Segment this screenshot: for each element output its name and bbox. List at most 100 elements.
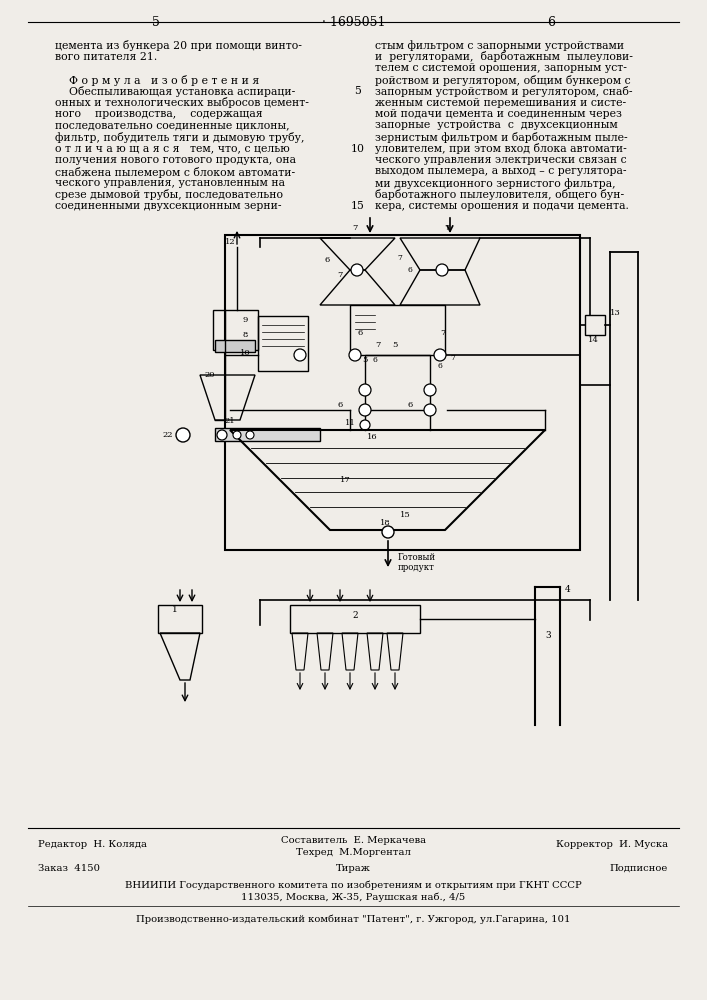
Text: 20: 20 — [205, 371, 215, 379]
Text: ного    производства,    содержащая: ного производства, содержащая — [55, 109, 262, 119]
Circle shape — [359, 404, 371, 416]
Text: ческого управления электрически связан с: ческого управления электрически связан с — [375, 155, 626, 165]
Text: 5: 5 — [151, 16, 160, 29]
Text: 7: 7 — [440, 329, 445, 337]
Text: получения нового готового продукта, она: получения нового готового продукта, она — [55, 155, 296, 165]
Text: 5: 5 — [355, 86, 361, 96]
Text: женным системой перемешивания и систе-: женным системой перемешивания и систе- — [375, 98, 626, 107]
Text: стым фильтром с запорными устройствами: стым фильтром с запорными устройствами — [375, 40, 624, 51]
Bar — [258, 316, 308, 371]
Text: соединенными двухсекционным зерни-: соединенными двухсекционным зерни- — [55, 201, 281, 211]
Circle shape — [217, 430, 227, 440]
Text: 6: 6 — [337, 401, 343, 409]
Text: снабжена пылемером с блоком автомати-: снабжена пылемером с блоком автомати- — [55, 166, 295, 178]
Circle shape — [424, 404, 436, 416]
Text: Составитель  Е. Меркачева: Составитель Е. Меркачева — [281, 836, 426, 845]
Text: 8: 8 — [243, 331, 247, 339]
Text: ми двухсекционного зернистого фильтра,: ми двухсекционного зернистого фильтра, — [375, 178, 616, 189]
Text: 113035, Москва, Ж-35, Раушская наб., 4/5: 113035, Москва, Ж-35, Раушская наб., 4/5 — [241, 892, 466, 902]
Text: 15: 15 — [399, 511, 410, 519]
Text: 5: 5 — [362, 356, 368, 364]
Text: Корректор  И. Муска: Корректор И. Муска — [556, 840, 668, 849]
Circle shape — [436, 264, 448, 276]
Text: 10: 10 — [351, 143, 365, 153]
Text: 6: 6 — [407, 401, 413, 409]
Text: Готовый: Готовый — [398, 554, 436, 562]
Circle shape — [360, 420, 370, 430]
Circle shape — [294, 349, 306, 361]
Text: 6: 6 — [438, 362, 443, 370]
Text: онных и технологических выбросов цемент-: онных и технологических выбросов цемент- — [55, 98, 309, 108]
Text: кера, системы орошения и подачи цемента.: кера, системы орошения и подачи цемента. — [375, 201, 629, 211]
Text: 21: 21 — [225, 417, 235, 425]
Bar — [215, 428, 320, 441]
Text: запорные  устройства  с  двухсекционным: запорные устройства с двухсекционным — [375, 120, 618, 130]
Text: ВНИИПИ Государственного комитета по изобретениям и открытиям при ГКНТ СССР: ВНИИПИ Государственного комитета по изоб… — [125, 880, 582, 890]
Text: цемента из бункера 20 при помощи винто-: цемента из бункера 20 при помощи винто- — [55, 40, 302, 51]
Text: 18: 18 — [380, 519, 390, 527]
Text: ческого управления, установленным на: ческого управления, установленным на — [55, 178, 285, 188]
Circle shape — [434, 349, 446, 361]
Bar — [213, 310, 258, 350]
Text: срезе дымовой трубы, последовательно: срезе дымовой трубы, последовательно — [55, 190, 283, 200]
Circle shape — [246, 431, 254, 439]
Text: и  регуляторами,  барботажным  пылеулови-: и регуляторами, барботажным пылеулови- — [375, 51, 633, 62]
Bar — [365, 355, 430, 410]
Text: Производственно-издательский комбинат "Патент", г. Ужгород, ул.Гагарина, 101: Производственно-издательский комбинат "П… — [136, 914, 571, 924]
Text: мой подачи цемента и соединенным через: мой подачи цемента и соединенным через — [375, 109, 622, 119]
Text: о т л и ч а ю щ а я с я   тем, что, с целью: о т л и ч а ю щ а я с я тем, что, с цель… — [55, 143, 290, 153]
Circle shape — [424, 384, 436, 396]
Circle shape — [349, 349, 361, 361]
Text: 6: 6 — [547, 16, 556, 29]
Bar — [158, 605, 202, 633]
Text: последовательно соединенные циклоны,: последовательно соединенные циклоны, — [55, 120, 290, 130]
Text: 15: 15 — [351, 201, 365, 211]
Text: уловителем, при этом вход блока автомати-: уловителем, при этом вход блока автомати… — [375, 143, 626, 154]
Bar — [290, 605, 420, 633]
Text: Заказ  4150: Заказ 4150 — [38, 864, 100, 873]
Text: Обеспыливающая установка аспираци-: Обеспыливающая установка аспираци- — [55, 86, 296, 97]
Text: 11: 11 — [344, 419, 356, 427]
Circle shape — [382, 526, 394, 538]
Text: 4: 4 — [565, 585, 571, 594]
Bar — [585, 315, 605, 335]
Text: Тираж: Тираж — [336, 864, 371, 873]
Text: 6: 6 — [357, 329, 363, 337]
Text: 9: 9 — [243, 316, 247, 324]
Text: 12: 12 — [225, 238, 235, 246]
Circle shape — [351, 264, 363, 276]
Circle shape — [176, 428, 190, 442]
Circle shape — [233, 431, 241, 439]
Text: Редактор  Н. Коляда: Редактор Н. Коляда — [38, 840, 147, 849]
Text: 7: 7 — [450, 354, 455, 362]
Text: 16: 16 — [367, 433, 378, 441]
Text: телем с системой орошения, запорным уст-: телем с системой орошения, запорным уст- — [375, 63, 627, 73]
Text: запорным устройством и регулятором, снаб-: запорным устройством и регулятором, снаб… — [375, 86, 633, 97]
Text: 7: 7 — [375, 341, 380, 349]
Text: 14: 14 — [588, 336, 598, 344]
Text: 17: 17 — [339, 476, 351, 484]
Text: Подписное: Подписное — [609, 864, 668, 873]
Text: вого питателя 21.: вого питателя 21. — [55, 51, 157, 62]
Text: 3: 3 — [545, 631, 551, 640]
Text: зернистым фильтром и барботажным пыле-: зернистым фильтром и барботажным пыле- — [375, 132, 628, 143]
Bar — [215, 340, 255, 352]
Bar — [225, 235, 580, 550]
Text: 7: 7 — [337, 271, 343, 279]
Text: 6: 6 — [373, 356, 378, 364]
Text: 7: 7 — [444, 224, 450, 232]
Text: 22: 22 — [163, 431, 173, 439]
Text: 7: 7 — [352, 224, 358, 232]
Text: ройством и регулятором, общим бункером с: ройством и регулятором, общим бункером с — [375, 75, 631, 86]
Text: 10: 10 — [240, 349, 250, 357]
Text: барботажного пылеуловителя, общего бун-: барботажного пылеуловителя, общего бун- — [375, 190, 624, 200]
Text: Техред  М.Моргентал: Техред М.Моргентал — [296, 848, 411, 857]
Text: 13: 13 — [609, 309, 620, 317]
Text: фильтр, побудитель тяги и дымовую трубу,: фильтр, побудитель тяги и дымовую трубу, — [55, 132, 305, 143]
Text: 7: 7 — [397, 254, 402, 262]
Text: 6: 6 — [407, 266, 412, 274]
Text: · 1695051: · 1695051 — [322, 16, 385, 29]
Text: 6: 6 — [325, 256, 329, 264]
Text: 5: 5 — [392, 341, 397, 349]
Text: 2: 2 — [352, 610, 358, 619]
